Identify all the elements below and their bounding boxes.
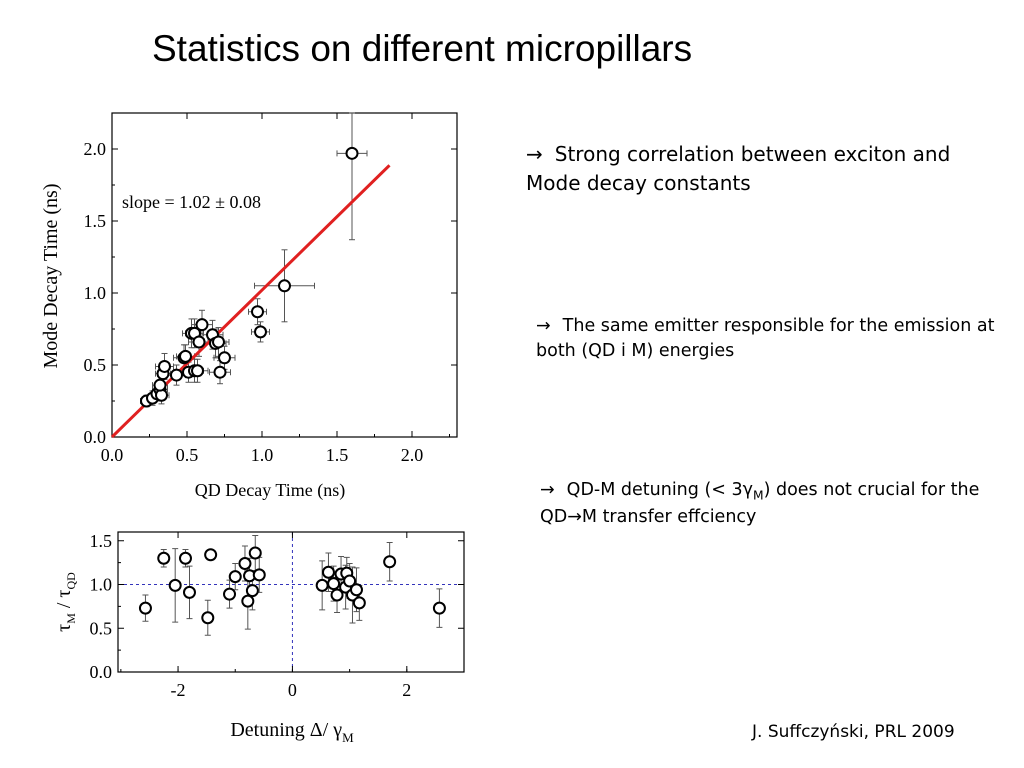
- data-point: [345, 146, 359, 160]
- y-tick-label: 0.5: [84, 355, 107, 375]
- data-point: [212, 335, 225, 349]
- axis-ticks: -2 0 2 0.0 0.5 1.0 1.5: [90, 531, 465, 700]
- right-arrow-icon: →: [540, 480, 555, 500]
- y-axis-label: Mode Decay Time (ns): [40, 184, 62, 369]
- y-tick-label: 1.5: [84, 211, 107, 231]
- data-point: [182, 585, 196, 599]
- data-point: [223, 587, 237, 601]
- right-arrow-icon: →: [536, 316, 551, 336]
- data-points: [138, 546, 446, 625]
- bullet-text: The same emitter responsible for the emi…: [536, 316, 995, 362]
- data-point: [245, 584, 259, 598]
- data-point: [330, 588, 344, 602]
- y-axis-label: τM / τQD: [53, 572, 78, 632]
- bullet-text-pre: QD-M detuning (< 3: [566, 480, 743, 500]
- gamma-symbol: γ: [742, 480, 753, 500]
- x-tick-label: 0: [288, 680, 297, 700]
- data-point: [218, 351, 231, 365]
- data-points: [140, 146, 359, 408]
- bullet-same-emitter: → The same emitter responsible for the em…: [536, 314, 996, 365]
- data-point: [248, 546, 262, 560]
- data-point: [352, 596, 366, 610]
- y-tick-label: 1.5: [90, 531, 113, 551]
- data-point: [315, 578, 329, 592]
- data-point: [327, 577, 341, 591]
- x-tick-label: 1.5: [326, 445, 349, 465]
- slide-title: Statistics on different micropillars: [152, 28, 693, 69]
- data-point: [278, 279, 291, 293]
- citation: J. Suffczyński, PRL 2009: [752, 722, 955, 742]
- data-point: [254, 325, 267, 339]
- data-point: [241, 594, 255, 608]
- bullet-text-post: ) does not crucial for the QD→M transfer…: [540, 480, 980, 528]
- data-point: [192, 335, 206, 349]
- right-arrow-icon: →: [526, 142, 543, 166]
- y-tick-label: 1.0: [90, 575, 113, 595]
- bullet-detuning: → QD-M detuning (< 3γM) does not crucial …: [540, 478, 1010, 531]
- axis-ticks: 0.0 0.5 1.0 1.5 2.0 0.0 0.5 1.0 1.5 2.0: [84, 112, 457, 465]
- x-tick-label: 2: [402, 680, 411, 700]
- x-tick-label: 0.0: [101, 445, 124, 465]
- data-point: [204, 548, 218, 562]
- data-point: [168, 578, 182, 592]
- bullet-correlation: → Strong correlation between exciton and …: [526, 140, 996, 198]
- slope-annotation: slope = 1.02 ± 0.08: [122, 192, 261, 212]
- data-point: [343, 574, 357, 588]
- data-point: [383, 555, 397, 569]
- data-point: [158, 359, 171, 373]
- y-tick-label: 0.0: [84, 427, 107, 447]
- data-point: [170, 368, 183, 382]
- data-point: [153, 378, 167, 392]
- plot-frame: [117, 531, 465, 673]
- x-tick-label: 0.5: [176, 445, 199, 465]
- data-point: [201, 611, 215, 625]
- bullet-text: Strong correlation between exciton and M…: [526, 142, 951, 195]
- x-tick-label: -2: [171, 680, 186, 700]
- x-tick-label: 1.0: [251, 445, 274, 465]
- data-point: [157, 551, 171, 565]
- data-point: [252, 568, 266, 582]
- data-point: [178, 551, 192, 565]
- x-axis-label: QD Decay Time (ns): [195, 480, 346, 501]
- x-axis-label: Detuning Δ/ γM: [230, 719, 354, 745]
- data-point: [195, 318, 209, 332]
- y-tick-label: 0.0: [90, 662, 113, 682]
- data-point: [228, 570, 242, 584]
- x-tick-label: 2.0: [401, 445, 424, 465]
- data-point: [321, 565, 335, 579]
- data-point: [138, 601, 152, 615]
- y-tick-label: 2.0: [84, 139, 107, 159]
- plot-frame: [111, 112, 458, 438]
- data-point: [432, 601, 446, 615]
- data-point: [238, 557, 252, 570]
- y-tick-label: 0.5: [90, 618, 113, 638]
- data-point: [251, 305, 264, 319]
- y-tick-label: 1.0: [84, 283, 107, 303]
- data-point: [213, 365, 227, 379]
- data-point: [349, 583, 363, 597]
- data-point: [179, 349, 192, 363]
- data-point: [191, 364, 204, 378]
- gamma-subscript: M: [753, 488, 764, 503]
